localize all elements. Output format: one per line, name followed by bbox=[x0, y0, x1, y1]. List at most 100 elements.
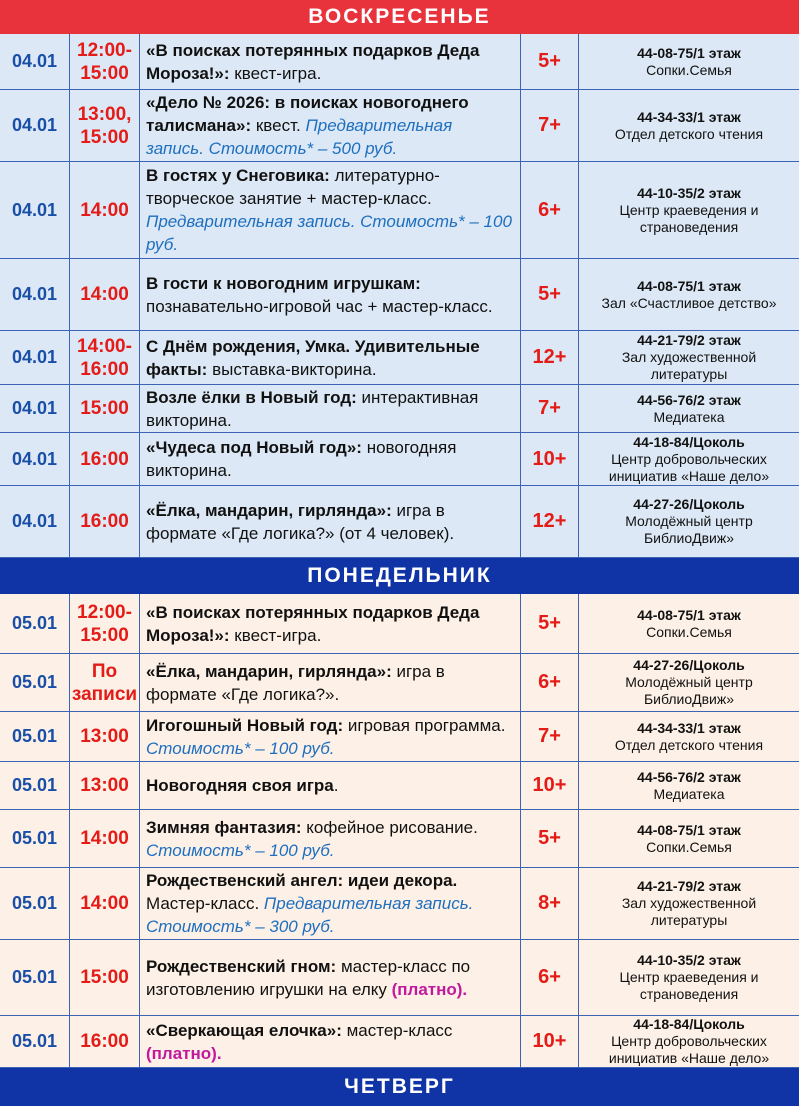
date: 04.01 bbox=[0, 34, 70, 89]
place: 44-08-75/1 этаж Сопки.Семья bbox=[579, 594, 799, 653]
time: 16:00 bbox=[70, 1016, 140, 1067]
contact: 44-34-33/1 этаж bbox=[637, 108, 741, 125]
event-row: 04.01 14:00 В гости к новогодним игрушкам:… bbox=[0, 259, 799, 331]
event: Рождественский гном: мастер-класс по изг… bbox=[140, 940, 521, 1015]
event-part: «Чудеса под Новый год»: bbox=[146, 438, 362, 457]
event-line: «Дело № 2026: в поисках новогоднего тали… bbox=[146, 91, 514, 160]
event-row: 05.01 12:00-15:00 «В поисках потерянных по… bbox=[0, 594, 799, 654]
time: 14:00 bbox=[70, 810, 140, 867]
event-part: В гости к новогодним игрушкам: bbox=[146, 273, 421, 293]
age: 6+ bbox=[521, 940, 579, 1015]
event-text: «Сверкающая елочка»: мастер-класс (платн… bbox=[146, 1016, 514, 1067]
age: 8+ bbox=[521, 868, 579, 939]
event-line: «В поисках потерянных подарков Деда Моро… bbox=[146, 39, 514, 85]
event-line: «Чудеса под Новый год»: новогодняя викто… bbox=[146, 436, 514, 482]
event-part: Стоимость* – 100 руб. bbox=[146, 738, 335, 758]
event-part: квест-игра. bbox=[229, 625, 322, 645]
age: 10+ bbox=[521, 1016, 579, 1067]
date: 05.01 bbox=[0, 810, 70, 867]
place: 44-34-33/1 этаж Отдел детского чтения bbox=[579, 712, 799, 761]
time: 14:00 bbox=[70, 868, 140, 939]
date: 05.01 bbox=[0, 594, 70, 653]
age: 12+ bbox=[521, 486, 579, 557]
event-part: квест. bbox=[251, 116, 306, 135]
event: С Днём рождения, Умка. Удивительные факт… bbox=[140, 331, 521, 384]
date: 05.01 bbox=[0, 654, 70, 711]
contact: 44-18-84/Цоколь bbox=[633, 1016, 745, 1032]
event-part: литературно-творческое занятие + мастер-… bbox=[146, 166, 440, 208]
place-name: Центр краеведения и страноведения bbox=[619, 969, 759, 1002]
event-text: Рождественский гном: мастер-класс по изг… bbox=[146, 940, 514, 1015]
event-row: 04.01 14:00-16:00 С Днём рождения, Умка. У… bbox=[0, 331, 799, 385]
event-part: «Дело № 2026: в поисках новогоднего тали… bbox=[146, 93, 469, 135]
event-line: «В поисках потерянных подарков Деда Моро… bbox=[146, 601, 514, 647]
event-part: «Ёлка, мандарин, гирлянда»: bbox=[146, 661, 392, 681]
event-text: В гости к новогодним игрушкам: познавате… bbox=[146, 259, 514, 330]
day-header: ЧЕТВЕРГ bbox=[0, 1068, 799, 1106]
event: «Ёлка, мандарин, гирлянда»: игра в форма… bbox=[140, 486, 521, 557]
event: «Чудеса под Новый год»: новогодняя викто… bbox=[140, 433, 521, 485]
time: 12:00-15:00 bbox=[70, 34, 140, 89]
age: 5+ bbox=[521, 259, 579, 330]
event-part: «Сверкающая елочка»: bbox=[146, 1020, 342, 1040]
contact: 44-10-35/2 этаж bbox=[637, 184, 741, 201]
contact: 44-27-26/Цоколь bbox=[633, 657, 745, 673]
event-part: Предварительная запись. Стоимость* – 300… bbox=[146, 894, 474, 936]
age: 10+ bbox=[521, 762, 579, 809]
event-line: Рождественский гном: мастер-класс по изг… bbox=[146, 955, 514, 1001]
time: 12:00-15:00 bbox=[70, 594, 140, 653]
age: 5+ bbox=[521, 594, 579, 653]
contact: 44-10-35/2 этаж bbox=[637, 952, 741, 968]
event-part: Рождественский ангел: идеи декора. bbox=[146, 871, 458, 890]
contact: 44-34-33/1 этаж bbox=[637, 719, 741, 736]
contact: 44-08-75/1 этаж bbox=[637, 44, 741, 61]
event-text: «Дело № 2026: в поисках новогоднего тали… bbox=[146, 90, 514, 161]
event-row: 05.01 14:00 Зимняя фантазия: кофейное рисо… bbox=[0, 810, 799, 868]
contact: 44-21-79/2 этаж bbox=[637, 878, 741, 894]
event-row: 04.01 16:00 «Чудеса под Новый год»: нового… bbox=[0, 433, 799, 486]
event-text: «В поисках потерянных подарков Деда Моро… bbox=[146, 594, 514, 653]
event: Новогодняя своя игра. bbox=[140, 762, 521, 809]
event-part: Стоимость* – 100 руб. bbox=[146, 840, 335, 860]
place: 44-21-79/2 этаж Зал художественной литера… bbox=[579, 868, 799, 939]
event-line: «Ёлка, мандарин, гирлянда»: игра в форма… bbox=[146, 660, 514, 706]
time: 16:00 bbox=[70, 433, 140, 485]
age: 6+ bbox=[521, 162, 579, 258]
time: 14:00 bbox=[70, 162, 140, 258]
event-text: Рождественский ангел: идеи декора. Масте… bbox=[146, 868, 514, 939]
event-row: 05.01 13:00 Новогодняя своя игра. 10+ 44-56-… bbox=[0, 762, 799, 810]
place-name: Зал «Счастливое детство» bbox=[601, 294, 777, 311]
event-part: кофейное рисование. bbox=[301, 817, 478, 837]
event-part: квест-игра. bbox=[229, 63, 322, 83]
date: 04.01 bbox=[0, 90, 70, 161]
event: Рождественский ангел: идеи декора. Масте… bbox=[140, 868, 521, 939]
date: 04.01 bbox=[0, 433, 70, 485]
place-name: Отдел детского чтения bbox=[614, 125, 764, 142]
event-part: мастер-класс bbox=[341, 1020, 453, 1040]
event: «В поисках потерянных подарков Деда Моро… bbox=[140, 594, 521, 653]
event: Возле ёлки в Новый год: интерактивная ви… bbox=[140, 385, 521, 432]
event: Игогошный Новый год: игровая программа. … bbox=[140, 712, 521, 761]
event-row: 05.01 По записи «Ёлка, мандарин, гирлянда»… bbox=[0, 654, 799, 712]
date: 05.01 bbox=[0, 762, 70, 809]
time: 15:00 bbox=[70, 940, 140, 1015]
event-text: Зимняя фантазия: кофейное рисование. Сто… bbox=[146, 810, 514, 867]
date: 04.01 bbox=[0, 385, 70, 432]
date: 04.01 bbox=[0, 162, 70, 258]
age: 6+ bbox=[521, 654, 579, 711]
event-part: мастер-класс по изготовлению игрушки на … bbox=[146, 956, 471, 999]
event-row: 05.01 14:00 Рождественский ангел: идеи дек… bbox=[0, 868, 799, 940]
age: 7+ bbox=[521, 90, 579, 161]
place-name: Сопки.Семья bbox=[646, 61, 732, 78]
place-name: Медиатека bbox=[653, 785, 725, 802]
time: 14:00 bbox=[70, 259, 140, 330]
place: 44-18-84/Цоколь Центр добровольческих ини… bbox=[579, 433, 799, 485]
time: 13:00 bbox=[70, 712, 140, 761]
contact: 44-08-75/1 этаж bbox=[637, 277, 741, 294]
event-part: «В поисках потерянных подарков Деда Моро… bbox=[146, 40, 480, 83]
place: 44-56-76/2 этаж Медиатека bbox=[579, 762, 799, 809]
event: «В поисках потерянных подарков Деда Моро… bbox=[140, 34, 521, 89]
place: 44-27-26/Цоколь Молодёжный центр БиблиоДв… bbox=[579, 486, 799, 557]
place: 44-21-79/2 этаж Зал художественной литера… bbox=[579, 331, 799, 384]
event-part: интерактивная викторина. bbox=[146, 387, 479, 430]
